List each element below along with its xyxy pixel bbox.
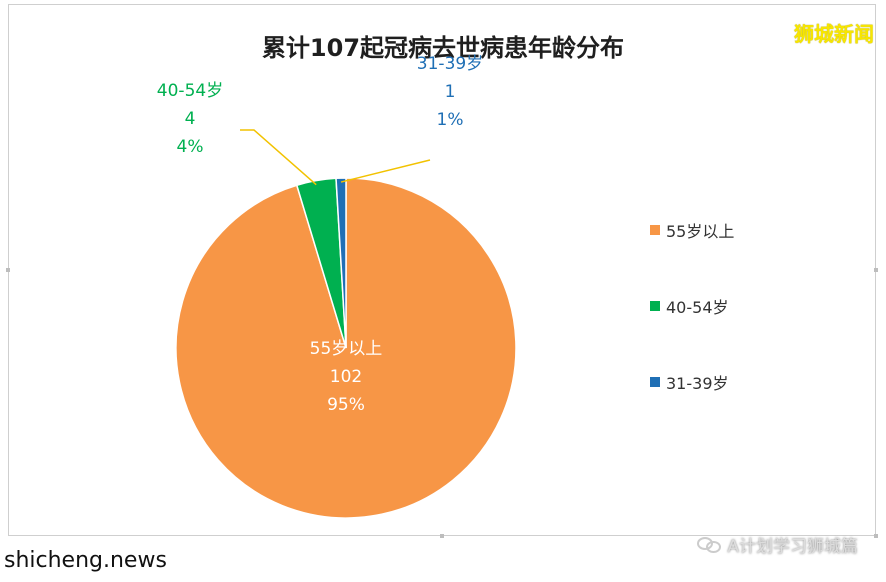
leader-line-40-54 bbox=[240, 129, 317, 186]
data-label-55-plus-value: 102 bbox=[330, 367, 362, 387]
legend-item-55-plus: 55岁以上 bbox=[650, 218, 734, 242]
resize-handle-left[interactable] bbox=[6, 268, 10, 272]
data-label-31-39-category: 31-39岁 bbox=[417, 54, 483, 74]
legend-label-40-54: 40-54岁 bbox=[666, 298, 729, 317]
data-label-31-39-value: 1 bbox=[445, 82, 456, 102]
legend-swatch-40-54 bbox=[650, 301, 660, 311]
pie-slice-31-39 bbox=[335, 177, 347, 349]
resize-handle-bottom-right[interactable] bbox=[874, 534, 878, 538]
legend-swatch-31-39 bbox=[650, 377, 660, 387]
legend-label-55-plus: 55岁以上 bbox=[666, 222, 735, 241]
resize-handle-right[interactable] bbox=[874, 268, 878, 272]
watermark-bottom-right: A计划学习狮城篇 bbox=[727, 537, 858, 557]
legend-swatch-55-plus bbox=[650, 225, 660, 235]
resize-handle-bottom[interactable] bbox=[440, 534, 444, 538]
data-label-31-39-percent: 1% bbox=[437, 110, 464, 130]
watermark-bottom-left: shicheng.news bbox=[4, 548, 167, 573]
leader-line-31-39 bbox=[340, 159, 431, 183]
legend-label-31-39: 31-39岁 bbox=[666, 374, 729, 393]
legend-item-31-39: 31-39岁 bbox=[650, 370, 729, 394]
legend-item-40-54: 40-54岁 bbox=[650, 294, 729, 318]
data-label-40-54-percent: 4% bbox=[177, 137, 204, 157]
data-label-55-plus-category: 55岁以上 bbox=[310, 339, 383, 359]
watermark-bottom-right-group: A计划学习狮城篇 bbox=[697, 532, 858, 557]
data-label-55-plus-percent: 95% bbox=[327, 395, 365, 415]
chart-title: 累计107起冠病去世病患年龄分布 bbox=[261, 34, 625, 62]
data-label-40-54-category: 40-54岁 bbox=[157, 81, 223, 101]
watermark-top-right: 狮城新闻 bbox=[794, 22, 874, 46]
data-label-40-54-value: 4 bbox=[185, 109, 196, 129]
wechat-icon bbox=[697, 536, 723, 554]
